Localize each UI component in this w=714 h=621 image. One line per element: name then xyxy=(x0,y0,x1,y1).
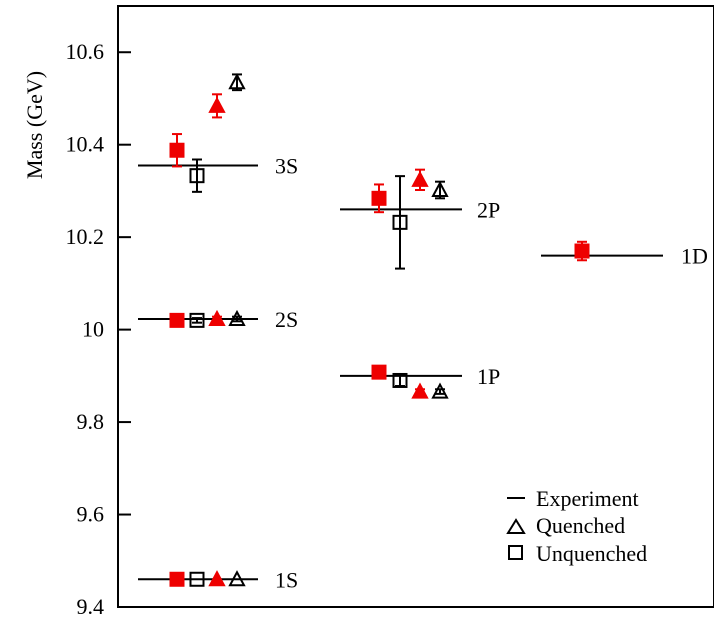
open-triangle-point-2s xyxy=(228,309,246,326)
state-label-2s: 2S xyxy=(275,307,298,332)
open-triangle-point-1s xyxy=(228,570,246,587)
legend-label-experiment: Experiment xyxy=(536,486,639,511)
red-square-point-1p xyxy=(371,364,387,380)
open-square-point-1s xyxy=(189,571,205,587)
red-triangle-point-2p xyxy=(411,170,429,187)
red-square-point-1s xyxy=(169,571,185,587)
y-axis-tick-labels: 9.4 9.6 9.8 10 10.2 10.4 10.6 xyxy=(66,39,105,619)
open-triangle-point-2p xyxy=(431,180,449,197)
plot-frame xyxy=(117,5,714,608)
state-label-1p: 1P xyxy=(477,364,500,389)
error-bars xyxy=(172,73,587,395)
state-label-2p: 2P xyxy=(477,197,500,222)
y-tick-label: 9.4 xyxy=(77,594,105,619)
red-square-point-3s xyxy=(169,142,185,158)
red-triangle-point-3s xyxy=(208,96,226,113)
legend: Experiment Quenched Unquenched xyxy=(506,486,647,566)
data-points xyxy=(169,73,590,587)
y-tick-label: 9.8 xyxy=(77,409,105,434)
red-triangle-point-1s xyxy=(208,570,226,587)
state-label-1d: 1D xyxy=(681,244,708,269)
y-tick-label: 10.2 xyxy=(66,224,105,249)
red-square-point-1d xyxy=(574,243,590,259)
state-label-1s: 1S xyxy=(275,567,298,592)
open-square-point-2s xyxy=(189,312,205,328)
y-tick-label: 10 xyxy=(82,317,104,342)
y-tick-label: 10.4 xyxy=(66,132,105,157)
red-square-point-2s xyxy=(169,312,185,328)
legend-marker-quenched xyxy=(506,518,526,534)
red-triangle-point-2s xyxy=(208,309,226,326)
red-triangle-point-1p xyxy=(411,382,429,399)
state-labels: 1S 2S 3S 1P 2P 1D xyxy=(275,153,708,592)
legend-label-quenched: Quenched xyxy=(536,513,625,538)
open-square-point-3s xyxy=(189,168,205,184)
y-axis-label: Mass (GeV) xyxy=(22,71,47,179)
open-square-point-2p xyxy=(392,214,408,230)
open-triangle-point-1p xyxy=(431,382,449,399)
legend-label-unquenched: Unquenched xyxy=(536,541,647,566)
y-axis-ticks xyxy=(118,51,131,608)
y-tick-label: 9.6 xyxy=(77,502,105,527)
legend-marker-unquenched xyxy=(508,545,523,560)
open-triangle-point-3s xyxy=(228,73,246,90)
open-square-point-1p xyxy=(392,372,408,388)
red-square-point-2p xyxy=(371,190,387,206)
state-label-3s: 3S xyxy=(275,153,298,178)
y-tick-label: 10.6 xyxy=(66,39,105,64)
